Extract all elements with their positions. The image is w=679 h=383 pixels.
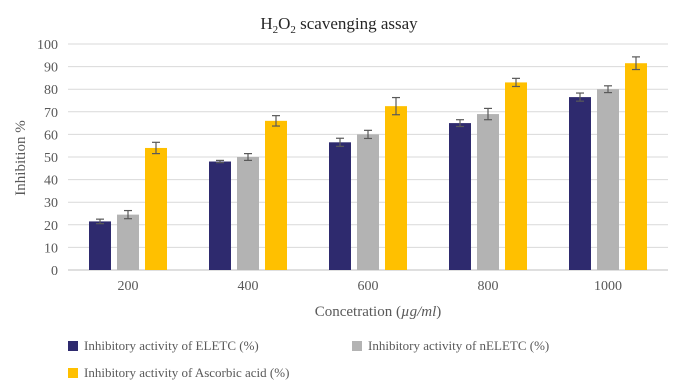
x-tick-label: 200 (118, 279, 139, 294)
bar (357, 134, 379, 270)
bar (209, 161, 231, 270)
bar (385, 106, 407, 271)
bars (89, 56, 647, 271)
y-tick-label: 30 (44, 196, 58, 211)
bar (505, 82, 527, 270)
chart-title: H2O2 scavenging assay (260, 14, 418, 36)
y-tick-label: 100 (37, 38, 58, 53)
y-axis-label: Inhibition % (13, 120, 29, 195)
x-tick-labels: 200 400 600 800 1000 (118, 279, 623, 294)
y-tick-label: 0 (51, 264, 58, 279)
y-tick-label: 50 (44, 151, 58, 166)
x-tick-label: 800 (478, 279, 499, 294)
bar (89, 221, 111, 270)
bar (477, 114, 499, 270)
bar (569, 97, 591, 270)
y-tick-label: 40 (44, 174, 58, 189)
x-tick-label: 600 (358, 279, 379, 294)
y-tick-label: 60 (44, 128, 58, 143)
bar (329, 142, 351, 270)
y-tick-labels: 0 10 20 30 40 50 60 70 80 90 100 (37, 38, 58, 279)
bar (117, 214, 139, 270)
x-axis-label: Concetration (µg/ml) (315, 304, 442, 320)
bar (597, 89, 619, 270)
y-tick-label: 90 (44, 61, 58, 76)
bar (449, 123, 471, 270)
y-tick-label: 80 (44, 83, 58, 98)
bar (265, 120, 287, 270)
y-tick-label: 70 (44, 106, 58, 121)
bar (237, 157, 259, 270)
x-tick-label: 400 (238, 279, 259, 294)
y-tick-label: 10 (44, 241, 58, 256)
x-tick-label: 1000 (594, 279, 622, 294)
y-tick-label: 20 (44, 219, 58, 234)
bar (625, 63, 647, 271)
bar (145, 147, 167, 270)
